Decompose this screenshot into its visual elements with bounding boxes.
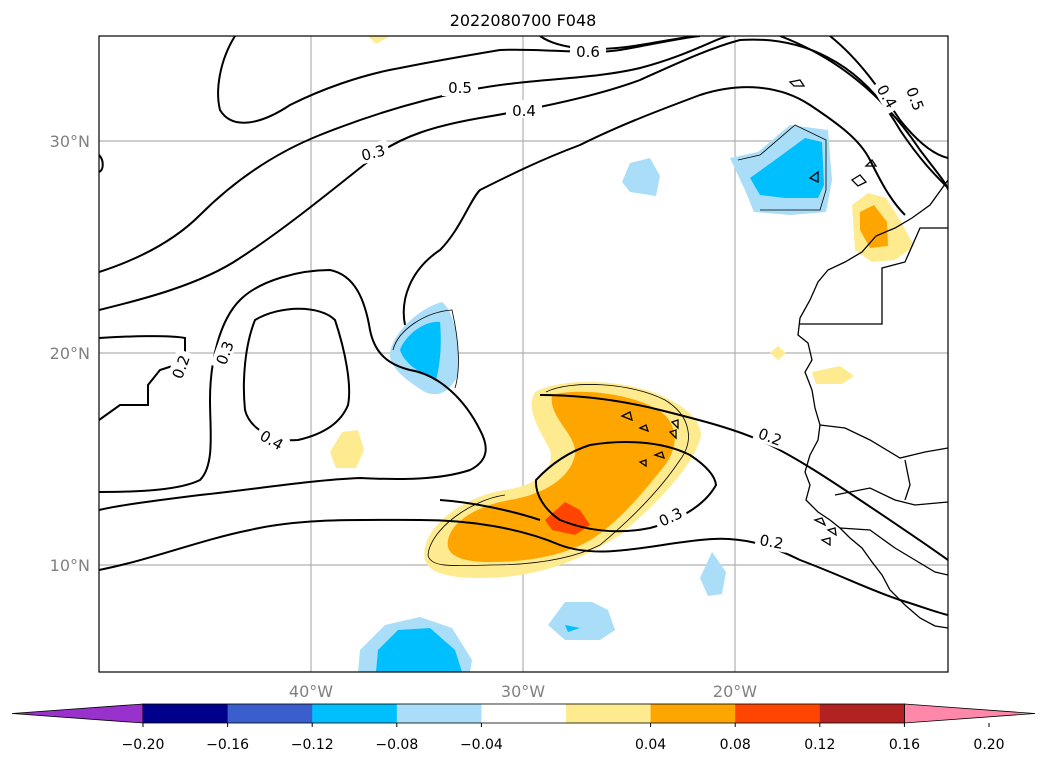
contour-0.3-south [534, 441, 718, 533]
border-guinea [839, 527, 948, 576]
colorbar-ticks: −0.20 −0.16 −0.12 −0.08 −0.04 0.04 0.08 0.12 0.1… [122, 723, 1005, 753]
map-title: 2022080700 F048 [450, 11, 597, 30]
positive-region-central-mid [447, 391, 675, 562]
colorbar-extend-max [904, 703, 1036, 724]
colorbar-tick-label: −0.20 [122, 737, 165, 753]
contours [99, 36, 948, 616]
madeira [788, 79, 806, 87]
colorbar-segment [481, 704, 567, 723]
border-western-sahara [800, 227, 948, 325]
contour-0.6-top [539, 36, 701, 50]
filled-regions [330, 36, 914, 672]
label-bg [754, 529, 790, 553]
colorbar-segment [143, 704, 229, 723]
negative-region-bottom-mid [376, 628, 462, 672]
lon-label: 40°W [289, 682, 333, 701]
border-mauritania [819, 424, 948, 459]
contour-label: 0.4 [512, 102, 536, 120]
colorbar: −0.20 −0.16 −0.12 −0.08 −0.04 0.04 0.08 0.12 0.1… [11, 703, 1036, 753]
colorbar-tick-label: 0.20 [973, 737, 1004, 753]
colorbar-segment [396, 704, 482, 723]
map-frame [98, 35, 949, 673]
lat-label: 30°N [50, 132, 90, 151]
contour-0.4-loop [242, 307, 351, 442]
contour-label: 0.2 [758, 531, 785, 553]
bijagos-islands [813, 517, 837, 547]
canary-islands [808, 158, 878, 187]
negative-region-central-west-mid [400, 321, 441, 380]
lon-label: 30°W [501, 682, 545, 701]
negative-region-south-small [700, 552, 726, 596]
contour-0.4 [99, 38, 948, 311]
contour-0.3 [99, 335, 186, 421]
label-bg [355, 139, 391, 165]
label-bg [253, 423, 291, 456]
label-bg [570, 42, 606, 60]
border-senegal-mali [834, 487, 948, 506]
lat-label: 10°N [50, 556, 90, 575]
positive-region-dot [770, 346, 786, 360]
negative-region-south-mid-core [565, 625, 580, 632]
contour-0.2 [99, 518, 948, 616]
colorbar-segment [227, 704, 313, 723]
label-bg [166, 348, 195, 385]
negative-region-northeast-mid [750, 138, 824, 198]
colorbar-segments [11, 703, 1036, 724]
colorbar-tick-label: −0.16 [206, 737, 249, 753]
contour-edge-left [99, 154, 104, 173]
contour-label: 0.3 [359, 141, 387, 165]
colorbar-extend-min [11, 703, 144, 724]
colorbar-tick-label: 0.16 [889, 737, 920, 753]
colorbar-segment [566, 704, 652, 723]
outline-negative-ne [737, 124, 827, 211]
label-bg [752, 422, 789, 451]
contour-0.3-main [99, 268, 487, 511]
colorbar-tick-label: −0.04 [460, 737, 503, 753]
positive-region-northeast-mid [860, 205, 888, 248]
label-bg [210, 334, 239, 371]
border-mali-inland [904, 459, 911, 501]
map-panel: 0.6 0.5 0.4 0.4 0.5 0.3 [50, 35, 949, 701]
label-bg [652, 501, 689, 532]
colorbar-frame [142, 703, 905, 724]
contour-label: 0.6 [576, 43, 600, 61]
label-bg [871, 77, 904, 115]
colorbar-tick-label: 0.04 [635, 737, 666, 753]
label-bg [506, 100, 542, 118]
colorbar-tick-label: 0.08 [720, 737, 751, 753]
colorbar-segment [650, 704, 736, 723]
contour-0.2-lower-right [439, 499, 541, 521]
negative-region-small-north [622, 158, 660, 196]
positive-region-small [812, 366, 854, 384]
colorbar-tick-label: 0.12 [804, 737, 835, 753]
lat-label: 20°N [50, 344, 90, 363]
colorbar-segment [312, 704, 398, 723]
colorbar-segment [819, 704, 905, 723]
contour-label: 0.5 [448, 79, 472, 97]
outline-positive-central [427, 384, 689, 567]
label-bg [442, 78, 478, 96]
contour-0.6 [217, 36, 701, 124]
lat-labels: 30°N 20°N 10°N [50, 132, 90, 575]
shading-outlines [392, 124, 827, 567]
label-bg [901, 80, 930, 117]
outline-negative-central-west [392, 309, 459, 389]
contour-0.3-ne [402, 86, 906, 326]
colorbar-tick-label: −0.08 [375, 737, 418, 753]
colorbar-tick-label: −0.12 [291, 737, 334, 753]
cape-verde-islands [620, 411, 679, 468]
coastlines [620, 79, 948, 629]
negative-region-south-mid [548, 602, 615, 640]
positive-region-top [368, 36, 390, 44]
contour-0.4-east [829, 36, 948, 159]
lon-label: 20°W [713, 682, 757, 701]
colorbar-segment [735, 704, 821, 723]
lon-labels: 40°W 30°W 20°W [289, 682, 757, 701]
positive-region-west [330, 430, 364, 468]
contour-labels: 0.6 0.5 0.4 0.4 0.5 0.3 [166, 42, 930, 553]
